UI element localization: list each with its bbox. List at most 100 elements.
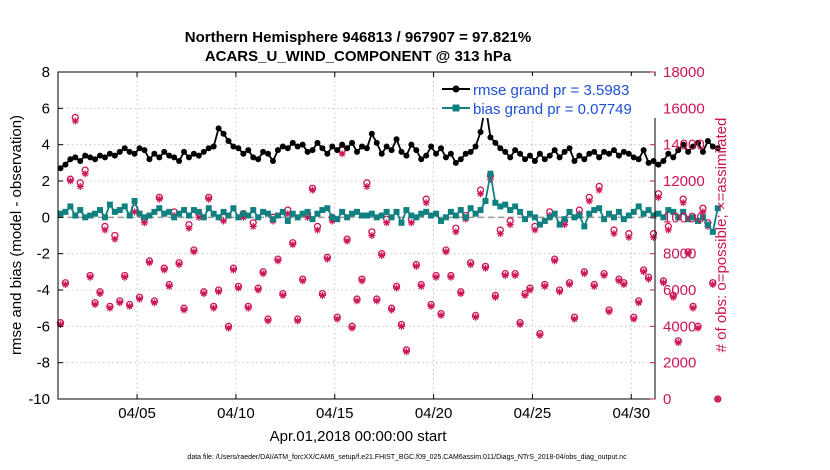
obs-assimilated-marker [654,193,662,201]
obs-assimilated-marker [432,273,440,281]
right-tick-label: 6000 [663,282,696,299]
rmse-point [220,130,227,137]
obs-assimilated-marker [714,395,722,403]
right-tick-label: 12000 [663,173,705,190]
obs-assimilated-marker [412,262,420,270]
rmse-point [358,143,365,150]
bias-point [408,212,415,219]
rmse-point [353,148,360,155]
obs-assimilated-marker [556,288,564,296]
obs-assimilated-marker [121,273,129,281]
bias-point [309,216,316,223]
rmse-point [82,152,89,159]
bias-point [413,214,420,221]
rmse-point [477,128,484,135]
bias-point [210,210,217,217]
bias-point [146,212,153,219]
rmse-point [512,147,519,154]
obs-assimilated-marker [442,248,450,256]
obs-assimilated-marker [610,230,618,238]
bias-point [334,216,341,223]
bias-point [546,214,553,221]
rmse-point [344,145,351,152]
obs-assimilated-marker [91,301,99,309]
obs-assimilated-marker [299,277,307,285]
obs-assimilated-marker [239,213,247,221]
obs-assimilated-marker [254,286,262,294]
rmse-point [507,154,514,161]
rmse-point [106,150,113,157]
bias-point [393,208,400,215]
bias-point [596,205,603,212]
rmse-point [373,139,380,146]
obs-assimilated-marker [289,241,297,249]
x-tick-label: 04/30 [613,405,651,422]
right-tick-label: 4000 [663,318,696,335]
y-axis-label: rmse and bias (model - observation) [8,115,25,355]
obs-assimilated-marker [467,261,475,269]
plot-frame [57,71,656,400]
rmse-point [522,156,529,163]
obs-assimilated-marker [659,279,667,287]
right-tick-label: 0 [663,391,671,408]
bias-point [670,208,677,215]
obs-assimilated-marker [264,317,272,325]
rmse-point [714,145,721,152]
bias-point [245,212,252,219]
bias-point [591,207,598,214]
obs-assimilated-marker [595,186,603,194]
obs-assimilated-marker [669,293,677,301]
rmse-point [225,138,232,145]
rmse-point [299,141,306,148]
obs-assimilated-marker [664,226,672,234]
bias-point [660,214,667,221]
chart-title: Northern Hemisphere 946813 / 967907 = 97… [185,29,531,46]
obs-assimilated-marker [536,331,544,339]
obs-assimilated-marker [61,281,69,289]
bias-point [349,210,356,217]
rmse-point [571,158,578,165]
rmse-point [235,145,242,152]
bias-point [438,217,445,224]
obs-assimilated-marker [343,237,351,245]
rmse-point [101,154,108,161]
obs-assimilated-marker [388,306,396,314]
rmse-point [185,154,192,161]
obs-assimilated-marker [249,222,257,230]
obs-assimilated-marker [373,297,381,305]
x-tick-label: 04/20 [415,405,453,422]
rmse-point [245,147,252,154]
bias-point [526,210,533,217]
bias-point [299,210,306,217]
obs-assimilated-marker [383,219,391,227]
obs-assimilated-marker [294,317,302,325]
obs-assimilated-marker [304,213,312,221]
bias-point [111,208,118,215]
legend-bias-marker [452,104,460,112]
rmse-point [97,152,104,159]
obs-assimilated-marker [363,182,371,190]
bias-point [694,217,701,224]
obs-assimilated-marker [333,315,341,323]
rmse-point [156,154,163,161]
obs-assimilated-marker [397,322,405,330]
bias-point [630,208,637,215]
rmse-point [200,148,207,155]
rmse-point [324,150,331,157]
rmse-point [190,150,197,157]
bias-point [190,207,197,214]
rmse-point [403,152,410,159]
bias-point [472,210,479,217]
obs-assimilated-marker [486,175,494,183]
bias-point [620,216,627,223]
rmse-point [62,161,69,168]
bias-point [220,208,227,215]
obs-assimilated-marker [447,273,455,281]
rmse-point [487,134,494,141]
rmse-point [329,143,336,150]
left-tick-label: 2 [42,173,50,190]
obs-assimilated-marker [496,230,504,238]
rmse-point [601,148,608,155]
bias-point [423,208,430,215]
rmse-point [660,158,667,165]
